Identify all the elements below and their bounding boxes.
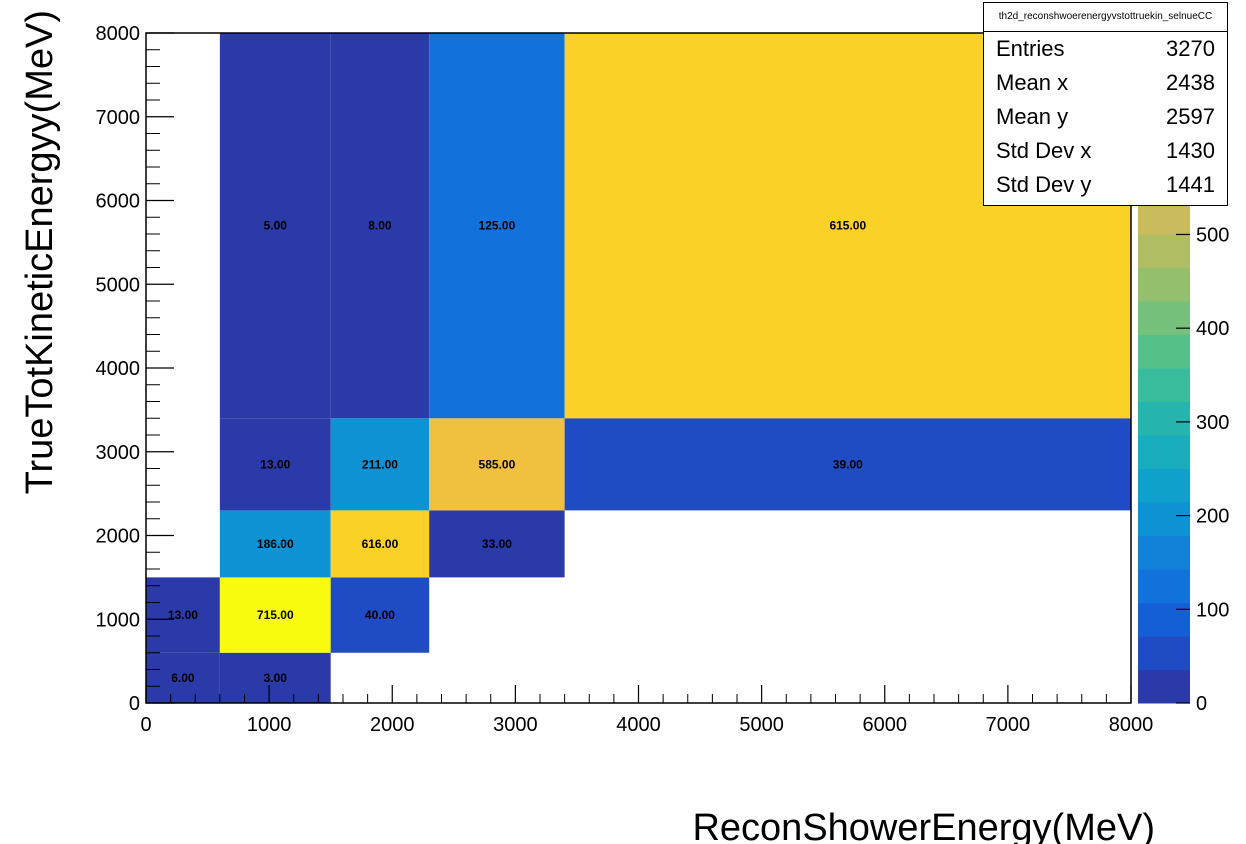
colorbar-segment — [1138, 636, 1190, 670]
colorbar-tick-label: 500 — [1196, 224, 1229, 246]
colorbar-tick-label: 300 — [1196, 412, 1229, 434]
stats-box: th2d_reconshwoerenergyvstottruekin_selnu… — [983, 2, 1228, 206]
y-tick-label: 4000 — [96, 358, 141, 380]
stat-row-std-dev-y: Std Dev y 1441 — [984, 168, 1227, 202]
stat-label: Std Dev y — [996, 172, 1092, 197]
colorbar-tick-label: 0 — [1196, 693, 1207, 715]
cell-value-label: 5.00 — [264, 219, 288, 233]
cell-value-label: 211.00 — [362, 457, 398, 471]
cell-value-label: 6.00 — [171, 671, 195, 685]
heatmap-cell — [219, 33, 331, 419]
y-tick-label: 8000 — [96, 23, 141, 45]
y-axis-ticks: 0 1000 2000 3000 4000 5000 6000 7000 8000 — [96, 23, 174, 715]
stat-label: Mean x — [996, 70, 1069, 95]
cell-value-labels: 6.00 3.00 13.00 715.00 40.00 186.00 616.00 33.0… — [168, 219, 867, 685]
x-tick-label: 7000 — [986, 714, 1031, 736]
heatmap-cell — [429, 418, 565, 511]
colorbar-segment — [1138, 334, 1190, 369]
heatmap-cell — [219, 577, 331, 653]
cell-value-label: 615.00 — [829, 219, 866, 233]
x-tick-label: 4000 — [616, 714, 661, 736]
colorbar: 0 100 200 300 400 500 — [1138, 33, 1229, 715]
x-tick-label: 6000 — [863, 714, 908, 736]
colorbar-segment — [1138, 435, 1190, 469]
heatmap-cell — [429, 510, 565, 578]
cell-value-label: 39.00 — [833, 457, 863, 471]
colorbar-segment — [1138, 535, 1190, 570]
y-tick-label: 0 — [129, 693, 140, 715]
colorbar-segment — [1138, 301, 1190, 335]
heatmap-cell — [219, 510, 331, 578]
stat-value: 3270 — [1166, 36, 1215, 61]
cell-value-label: 33.00 — [482, 537, 512, 551]
stat-label: Entries — [996, 36, 1065, 61]
heatmap-cell — [146, 652, 220, 703]
cell-value-label: 616.00 — [362, 537, 399, 551]
cell-value-label: 13.00 — [260, 457, 290, 471]
cell-value-label: 186.00 — [257, 537, 294, 551]
colorbar-tick-label: 200 — [1196, 506, 1229, 528]
y-tick-label: 6000 — [96, 191, 141, 213]
heatmap-cell — [330, 577, 430, 653]
cell-value-label: 125.00 — [479, 219, 516, 233]
x-tick-label: 8000 — [1109, 714, 1154, 736]
y-tick-label: 1000 — [96, 609, 141, 631]
cell-value-label: 3.00 — [264, 671, 288, 685]
y-tick-label: 5000 — [96, 274, 141, 296]
x-tick-label: 1000 — [247, 714, 292, 736]
y-axis-title: TrueTotKineticEnergyy(MeV) — [19, 10, 61, 494]
stat-row-mean-x: Mean x 2438 — [984, 66, 1227, 100]
stat-row-std-dev-x: Std Dev x 1430 — [984, 134, 1227, 168]
heatmap-cell — [146, 577, 220, 653]
stat-row-entries: Entries 3270 — [984, 32, 1227, 66]
stat-value: 1430 — [1166, 138, 1215, 163]
stat-value: 1441 — [1166, 172, 1215, 197]
colorbar-segment — [1138, 569, 1190, 603]
colorbar-tick-label: 400 — [1196, 318, 1229, 340]
stats-title: th2d_reconshwoerenergyvstottruekin_selnu… — [984, 3, 1227, 32]
colorbar-segment — [1138, 669, 1190, 704]
heatmap-cell — [330, 418, 430, 511]
cell-value-label: 585.00 — [479, 457, 516, 471]
stat-value: 2597 — [1166, 104, 1215, 129]
colorbar-segment — [1138, 234, 1190, 268]
stat-label: Mean y — [996, 104, 1069, 129]
x-axis-title: ReconShowerEnergy(MeV) — [692, 807, 1155, 844]
y-tick-label: 2000 — [96, 526, 141, 548]
colorbar-segment — [1138, 502, 1190, 536]
x-tick-label: 2000 — [370, 714, 415, 736]
colorbar-tick-label: 100 — [1196, 599, 1229, 621]
colorbar-segment — [1138, 401, 1190, 436]
y-tick-label: 3000 — [96, 442, 141, 464]
heatmap-cell — [330, 33, 430, 419]
colorbar-segment — [1138, 200, 1190, 235]
x-tick-label: 0 — [140, 714, 151, 736]
cell-value-label: 8.00 — [368, 219, 392, 233]
cell-value-label: 715.00 — [257, 608, 294, 622]
stat-label: Std Dev x — [996, 138, 1092, 163]
stat-row-mean-y: Mean y 2597 — [984, 100, 1227, 134]
colorbar-segment — [1138, 368, 1190, 402]
colorbar-segment — [1138, 602, 1190, 637]
heatmap-cells — [146, 33, 1131, 703]
heatmap-cell — [219, 652, 331, 703]
heatmap-cell — [429, 33, 565, 419]
cell-value-label: 40.00 — [365, 608, 395, 622]
x-axis-ticks: 0 1000 2000 3000 4000 5000 6000 7000 8000 — [140, 685, 1153, 736]
x-tick-label: 3000 — [493, 714, 538, 736]
heatmap-cell — [330, 510, 430, 578]
colorbar-segment — [1138, 267, 1190, 302]
x-tick-label: 5000 — [739, 714, 784, 736]
heatmap-cell — [564, 418, 1131, 511]
colorbar-segment — [1138, 468, 1190, 503]
cell-value-label: 13.00 — [168, 608, 198, 622]
stat-value: 2438 — [1166, 70, 1215, 95]
y-tick-label: 7000 — [96, 107, 141, 129]
heatmap-cell — [219, 418, 331, 511]
